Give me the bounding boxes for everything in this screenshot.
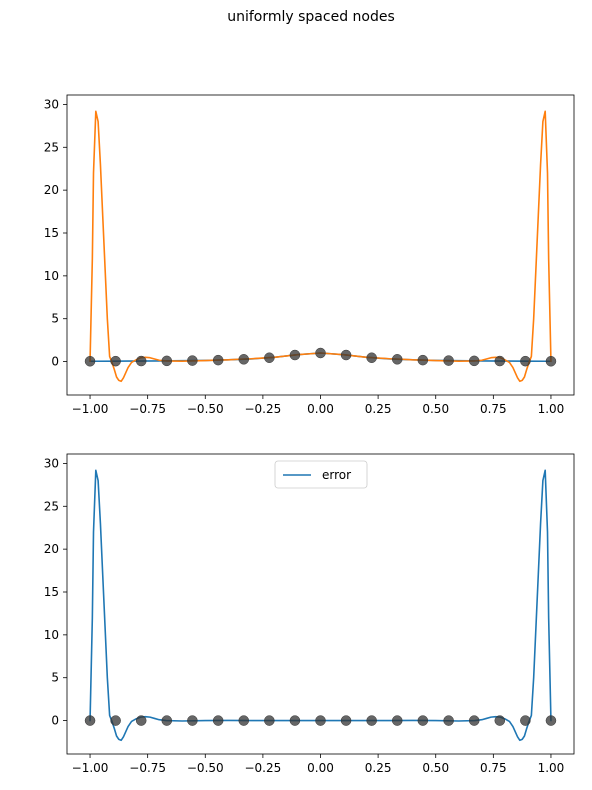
bottom-node-point: [443, 715, 454, 726]
bottom-node-point: [264, 715, 275, 726]
top-xtick-label: −0.75: [129, 402, 166, 416]
bottom-node-point: [161, 715, 173, 726]
top-node-point: [468, 355, 480, 367]
bottom-node-point: [84, 715, 96, 726]
bottom-node-point: [494, 715, 506, 726]
bottom-node-point: [545, 715, 557, 726]
top-node-point: [84, 355, 96, 367]
top-ytick-label: 10: [44, 269, 59, 283]
top-ytick-label: 5: [51, 312, 59, 326]
top-node-point: [264, 352, 275, 363]
bottom-plot-area: [84, 469, 557, 742]
top-xtick-label: −0.50: [187, 402, 224, 416]
bottom-node-point: [468, 715, 480, 726]
figure-title: uniformly spaced nodes: [227, 9, 395, 25]
top-node-point: [391, 354, 403, 365]
bottom-axes-frame: [66, 453, 575, 755]
bottom-node-point: [417, 715, 429, 726]
bottom-xtick-label: −0.25: [244, 761, 281, 775]
top-node-point: [417, 354, 429, 366]
bottom-legend-label: error: [322, 468, 351, 482]
top-node-point: [212, 354, 224, 366]
bottom-node-point: [391, 715, 403, 726]
bottom-xtick-label: 1.00: [538, 761, 565, 775]
bottom-xtick-label: 0.25: [365, 761, 392, 775]
top-ytick-label: 25: [44, 140, 59, 154]
bottom-node-point: [289, 715, 301, 726]
bottom-xtick-label: −0.50: [187, 761, 224, 775]
top-xtick-label: 0.50: [422, 402, 449, 416]
top-ytick-label: 0: [51, 355, 59, 369]
bottom-ytick-label: 25: [44, 499, 59, 513]
top-xtick-label: 0.75: [480, 402, 507, 416]
bottom-node-point: [315, 715, 326, 726]
bottom-xtick-label: −0.75: [129, 761, 166, 775]
bottom-ytick-label: 15: [44, 585, 59, 599]
top-node-point: [187, 355, 198, 366]
bottom-ytick-label: 10: [44, 628, 59, 642]
top-xtick-label: 0.25: [365, 402, 392, 416]
bottom-legend-box: [274, 460, 368, 489]
bottom-node-point: [340, 715, 352, 726]
bottom-legend: error: [274, 460, 368, 489]
top-node-point: [340, 349, 352, 361]
bottom-series-line-error: [89, 469, 552, 742]
top-node-point: [161, 355, 173, 367]
top-node-point: [110, 355, 121, 367]
bottom-ytick-label: 20: [44, 542, 59, 556]
bottom-node-point: [212, 715, 224, 726]
top-xtick-label: −1.00: [72, 402, 109, 416]
bottom-ytick-label: 5: [51, 671, 59, 685]
top-ytick-label: 30: [44, 97, 59, 111]
bottom-node-point: [366, 715, 377, 726]
top-node-point: [545, 355, 557, 367]
bottom-xtick-label: 0.50: [422, 761, 449, 775]
top-xtick-label: 0.00: [307, 402, 334, 416]
bottom-node-point: [238, 715, 250, 726]
top-ytick-label: 20: [44, 183, 59, 197]
bottom-node-point: [110, 715, 121, 726]
top-xtick-label: −0.25: [244, 402, 281, 416]
top-plot-area: [84, 110, 557, 383]
bottom-node-point: [187, 715, 198, 726]
top-xtick-label: 1.00: [538, 402, 565, 416]
top-node-point: [494, 355, 506, 367]
bottom-xtick-label: 0.75: [480, 761, 507, 775]
bottom-ytick-label: 30: [44, 456, 59, 470]
top-node-point: [289, 349, 301, 361]
top-ytick-label: 15: [44, 226, 59, 240]
top-panel: −1.00 −0.75 −0.50 −0.25 0.00 0.25 0.50 0.75 1.00…: [44, 94, 575, 416]
top-node-point: [520, 355, 531, 367]
bottom-xtick-label: 0.00: [307, 761, 334, 775]
bottom-node-point: [135, 715, 147, 726]
bottom-ytick-label: 0: [51, 714, 59, 728]
top-node-point: [238, 354, 250, 365]
top-node-point: [366, 352, 377, 363]
top-node-point: [443, 355, 454, 366]
top-node-point: [315, 347, 326, 359]
bottom-node-point: [520, 715, 531, 726]
top-node-point: [135, 355, 147, 367]
bottom-xtick-label: −1.00: [72, 761, 109, 775]
top-axes-frame: [66, 94, 575, 396]
bottom-panel: −1.00 −0.75 −0.50 −0.25 0.00 0.25 0.50 0.75 1.00…: [44, 453, 575, 775]
top-series-line-1: [89, 110, 552, 383]
